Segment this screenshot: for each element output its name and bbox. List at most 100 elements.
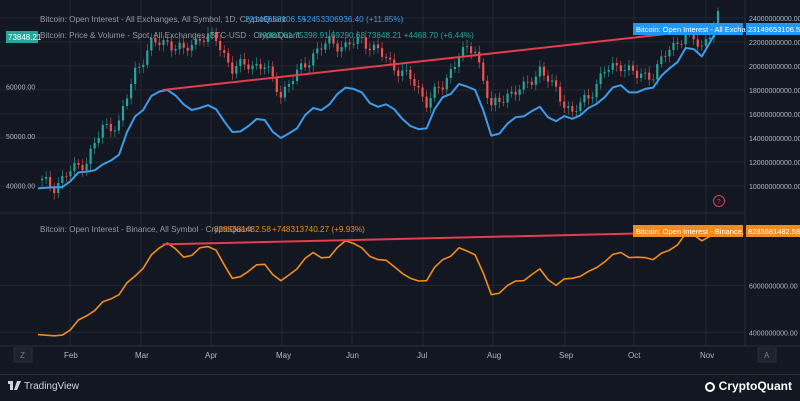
price-candle-body [554, 80, 558, 87]
footer-bar: TradingView CryptoQuant [0, 374, 800, 401]
trendline-bottom [162, 230, 719, 246]
price-candle-body [474, 51, 477, 54]
price-candle-body [89, 148, 92, 164]
cryptoquant-logo: CryptoQuant [704, 379, 792, 393]
price-candle-body [275, 76, 278, 93]
y-right-tick-label: 20000000000.00 [749, 64, 800, 71]
price-candle-body [465, 46, 469, 48]
price-candle-body [619, 65, 622, 72]
price-candle-body [53, 186, 56, 194]
price-candle-body [421, 87, 424, 97]
price-candle-body [510, 91, 513, 94]
price-candle-body [279, 92, 282, 98]
price-candle-body [591, 97, 594, 99]
legend-oi-all-change: +2453306936.40 (+11.85%) [302, 15, 404, 24]
price-candle-body [69, 171, 72, 177]
legend-top: Bitcoin: Open Interest - All Exchanges, … [40, 15, 474, 40]
price-candle-body [194, 38, 197, 45]
tradingview-logo[interactable]: TradingView [8, 381, 79, 392]
left-corner-button[interactable]: Z [13, 347, 33, 363]
chart-grid [0, 0, 745, 346]
y-right-tick-label: 18000000000.00 [749, 88, 800, 95]
price-candle-body [652, 79, 655, 81]
price-candle-body [105, 123, 108, 125]
price-candle-body [449, 69, 452, 78]
price-candle-body [518, 89, 521, 95]
price-candle-body [506, 93, 509, 103]
price-candle-body [49, 177, 52, 187]
price-candle-body [389, 57, 392, 60]
price-candle-body [469, 46, 473, 54]
price-candle-body [660, 56, 663, 65]
price-candle-body [101, 124, 104, 138]
price-candle-body [482, 62, 485, 81]
legend-price-ohlc: 69383.61 75398.91 69290.63 73848.21 +446… [258, 31, 474, 40]
price-last-value: 73848.21 [8, 33, 42, 42]
price-candle-body [97, 137, 100, 143]
price-candle-body [607, 69, 610, 72]
legend-oi-binance-value: 8285681482.58 [214, 225, 271, 234]
x-tick-label: Nov [700, 351, 714, 360]
price-candle-body [81, 164, 84, 171]
auto-scale-button-label: A [764, 351, 770, 360]
chart-marks [37, 7, 720, 337]
price-candle-body [210, 32, 214, 34]
price-candle-body [150, 37, 153, 51]
price-candle-body [611, 63, 614, 70]
price-candle-body [530, 81, 533, 85]
price-candle-body [170, 41, 173, 51]
price-candle-body [320, 48, 323, 50]
auto-scale-button[interactable]: A [757, 347, 777, 363]
price-candle-body [186, 47, 189, 51]
price-candle-body [413, 79, 416, 86]
y-left-tick-label: 60000.00 [6, 84, 35, 91]
series-line-oi-all-exchanges [37, 27, 719, 190]
price-candle-body [631, 65, 635, 71]
price-candle-body [158, 42, 161, 45]
price-candle-body [251, 65, 254, 70]
price-candle-body [441, 87, 444, 90]
price-candle-body [198, 38, 202, 41]
x-tick-label: Aug [487, 351, 501, 360]
price-candle-body [142, 64, 145, 68]
price-candle-body [231, 62, 234, 74]
cryptoquant-label: CryptoQuant [718, 379, 792, 393]
price-candle-body [514, 91, 517, 95]
price-last-tag: 73848.21 [6, 31, 42, 43]
legend-bottom: Bitcoin: Open Interest - Binance, All Sy… [40, 225, 365, 234]
price-candle-body [708, 37, 712, 40]
price-candle-body [397, 70, 400, 77]
price-candle-body [486, 80, 489, 98]
price-candle-body [696, 39, 699, 47]
price-candle-body [332, 35, 335, 44]
price-candle-body [563, 101, 566, 108]
price-candle-body [223, 50, 226, 53]
y-left-tick-label: 50000.00 [6, 134, 35, 141]
price-candle-body [534, 76, 537, 85]
x-tick-label: Sep [559, 351, 574, 360]
price-candle-body [429, 98, 432, 108]
price-candle-body [263, 67, 266, 69]
price-candle-body [623, 70, 627, 72]
price-candle-body [490, 97, 493, 106]
price-candle-body [243, 59, 246, 65]
series-line-oi-binance [37, 231, 719, 337]
chart-axes: Feb Mar Apr May Jun Jul Aug Sep Oct Nov 1000000000… [6, 16, 800, 360]
price-candle-body [445, 77, 448, 90]
price-candle-body [405, 69, 408, 71]
price-candle-body [384, 56, 388, 58]
x-tick-label: Feb [64, 351, 78, 360]
price-candle-body [113, 130, 117, 132]
x-tick-label: Apr [205, 351, 218, 360]
price-candle-body [65, 175, 68, 177]
price-candle-body [587, 95, 590, 99]
y-right-tick-label: 14000000000.00 [749, 136, 800, 143]
price-candle-body [93, 142, 96, 149]
x-tick-label: Jul [417, 351, 427, 360]
info-circle-icon[interactable]: ? [713, 195, 725, 207]
legend-oi-all-value: 23149653106.55 [245, 15, 307, 24]
price-candle-body [40, 178, 44, 181]
tradingview-icon [8, 381, 21, 390]
price-candle-body [575, 111, 578, 112]
